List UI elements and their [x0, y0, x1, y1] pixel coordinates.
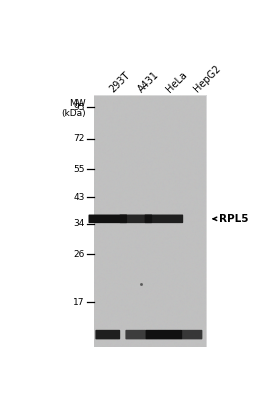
Text: HeLa: HeLa [164, 70, 188, 94]
Text: 34: 34 [73, 219, 85, 228]
Text: 43: 43 [73, 192, 85, 202]
Text: 293T: 293T [108, 70, 132, 94]
FancyBboxPatch shape [146, 330, 182, 339]
FancyBboxPatch shape [119, 214, 152, 223]
Text: 55: 55 [73, 165, 85, 174]
Text: A431: A431 [136, 70, 161, 94]
Text: 95: 95 [73, 102, 85, 112]
Text: MW
(kDa): MW (kDa) [61, 99, 86, 118]
FancyBboxPatch shape [94, 96, 206, 347]
FancyBboxPatch shape [182, 330, 202, 339]
Text: HepG2: HepG2 [192, 64, 223, 94]
Text: RPL5: RPL5 [219, 214, 248, 224]
Text: 17: 17 [73, 298, 85, 307]
Text: 72: 72 [73, 134, 85, 143]
FancyBboxPatch shape [96, 330, 120, 339]
FancyBboxPatch shape [145, 214, 183, 223]
FancyBboxPatch shape [125, 330, 146, 339]
Text: 26: 26 [73, 250, 85, 259]
FancyBboxPatch shape [88, 214, 127, 223]
